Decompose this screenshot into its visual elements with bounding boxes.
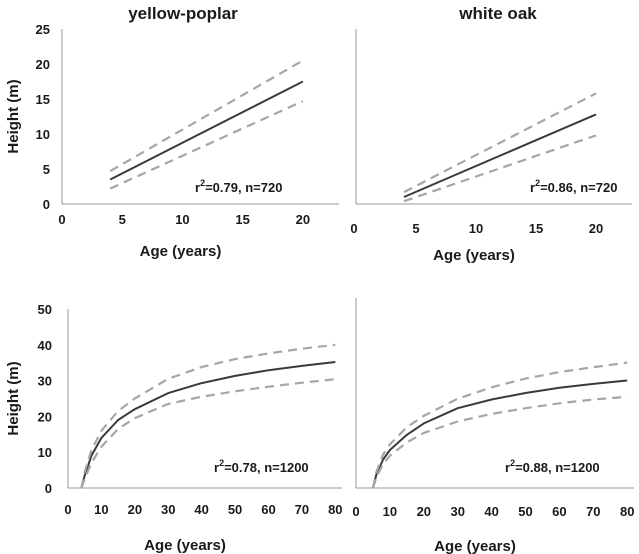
- panel-2-x-axis-label: Age (years): [433, 247, 515, 264]
- panel-1-y-tick-label: 0: [43, 197, 50, 212]
- panel-2-confidence-line-2: [403, 134, 597, 203]
- panel-4-x-tick-label: 70: [586, 504, 600, 519]
- panel-2-fit-line: [403, 113, 597, 198]
- panel-3-y-tick-label: 30: [38, 374, 52, 389]
- panel-1-confidence-line-2: [109, 100, 304, 190]
- panel-3-x-tick-label: 60: [261, 502, 275, 517]
- panel-1-confidence-line-1: [109, 59, 304, 173]
- panel-4-confidence-line-2: [371, 395, 628, 489]
- panel-4-x-tick-label: 60: [552, 504, 566, 519]
- panel-3-y-tick-label: 20: [38, 409, 52, 424]
- panel-1-x-tick-label: 20: [296, 212, 310, 227]
- panel-3-x-tick-label: 0: [64, 502, 71, 517]
- panel-2-confidence-line-1: [403, 92, 597, 194]
- panel-3-x-tick-label: 70: [295, 502, 309, 517]
- panel-2-x-tick-label: 10: [469, 221, 483, 236]
- panel-4-x-tick-label: 0: [352, 504, 359, 519]
- panel-4-x-tick-label: 50: [518, 504, 532, 519]
- panel-1-y-tick-label: 25: [36, 22, 50, 37]
- panel-3-x-tick-label: 40: [194, 502, 208, 517]
- panel-3-confidence-line-1: [80, 343, 336, 489]
- panel-1-y-tick-label: 5: [43, 162, 50, 177]
- panel-3-y-tick-label: 0: [45, 481, 52, 496]
- panel-3-y-tick-label: 50: [38, 302, 52, 317]
- panel-1-x-tick-label: 0: [58, 212, 65, 227]
- panel-2-x-tick-label: 15: [529, 221, 543, 236]
- panel-3-confidence-line-2: [80, 378, 336, 489]
- panel-3-x-tick-label: 20: [128, 502, 142, 517]
- panel-2-x-tick-label: 5: [412, 221, 419, 236]
- panel-4-x-tick-label: 20: [417, 504, 431, 519]
- panel-1-x-tick-label: 5: [119, 212, 126, 227]
- panel-1-x-axis-label: Age (years): [140, 243, 222, 260]
- panel-1-x-tick-label: 15: [235, 212, 249, 227]
- panel-1-fit-line: [109, 80, 304, 181]
- panel-3-x-tick-label: 10: [94, 502, 108, 517]
- panel-4-x-axis-label: Age (years): [434, 538, 516, 554]
- panel-1-y-tick-label: 10: [36, 127, 50, 142]
- panel-3-y-axis-label: Height (m): [5, 361, 22, 435]
- panel-3-y-tick-label: 40: [38, 338, 52, 353]
- panel-4-x-tick-label: 80: [620, 504, 634, 519]
- panel-3-fit-line: [80, 361, 336, 489]
- panel-3-fit-annotation: r2=0.78, n=1200: [214, 458, 309, 475]
- panel-3-x-tick-label: 50: [228, 502, 242, 517]
- panel-3-x-axis-label: Age (years): [144, 537, 226, 554]
- panel-1-x-tick-label: 10: [175, 212, 189, 227]
- panel-1-y-axis-label: Height (m): [5, 79, 22, 153]
- panel-1-y-tick-label: 20: [36, 57, 50, 72]
- panel-4-fit-annotation: r2=0.88, n=1200: [505, 458, 600, 475]
- panel-4-confidence-line-1: [371, 361, 628, 489]
- panel-1-title: yellow-poplar: [128, 4, 238, 23]
- panel-4-x-tick-label: 10: [383, 504, 397, 519]
- panel-2-x-tick-label: 20: [589, 221, 603, 236]
- panel-2-x-tick-label: 0: [350, 221, 357, 236]
- panel-2-title: white oak: [458, 4, 537, 23]
- panel-2-fit-annotation: r2=0.86, n=720: [530, 178, 617, 195]
- panel-4-x-tick-label: 40: [484, 504, 498, 519]
- panel-1-fit-annotation: r2=0.79, n=720: [195, 178, 282, 195]
- panel-1-y-tick-label: 15: [36, 92, 50, 107]
- panel-4-fit-line: [372, 379, 628, 489]
- panel-4-x-tick-label: 30: [450, 504, 464, 519]
- panel-3-y-tick-label: 10: [38, 445, 52, 460]
- panel-3-x-tick-label: 30: [161, 502, 175, 517]
- panel-3-x-tick-label: 80: [328, 502, 342, 517]
